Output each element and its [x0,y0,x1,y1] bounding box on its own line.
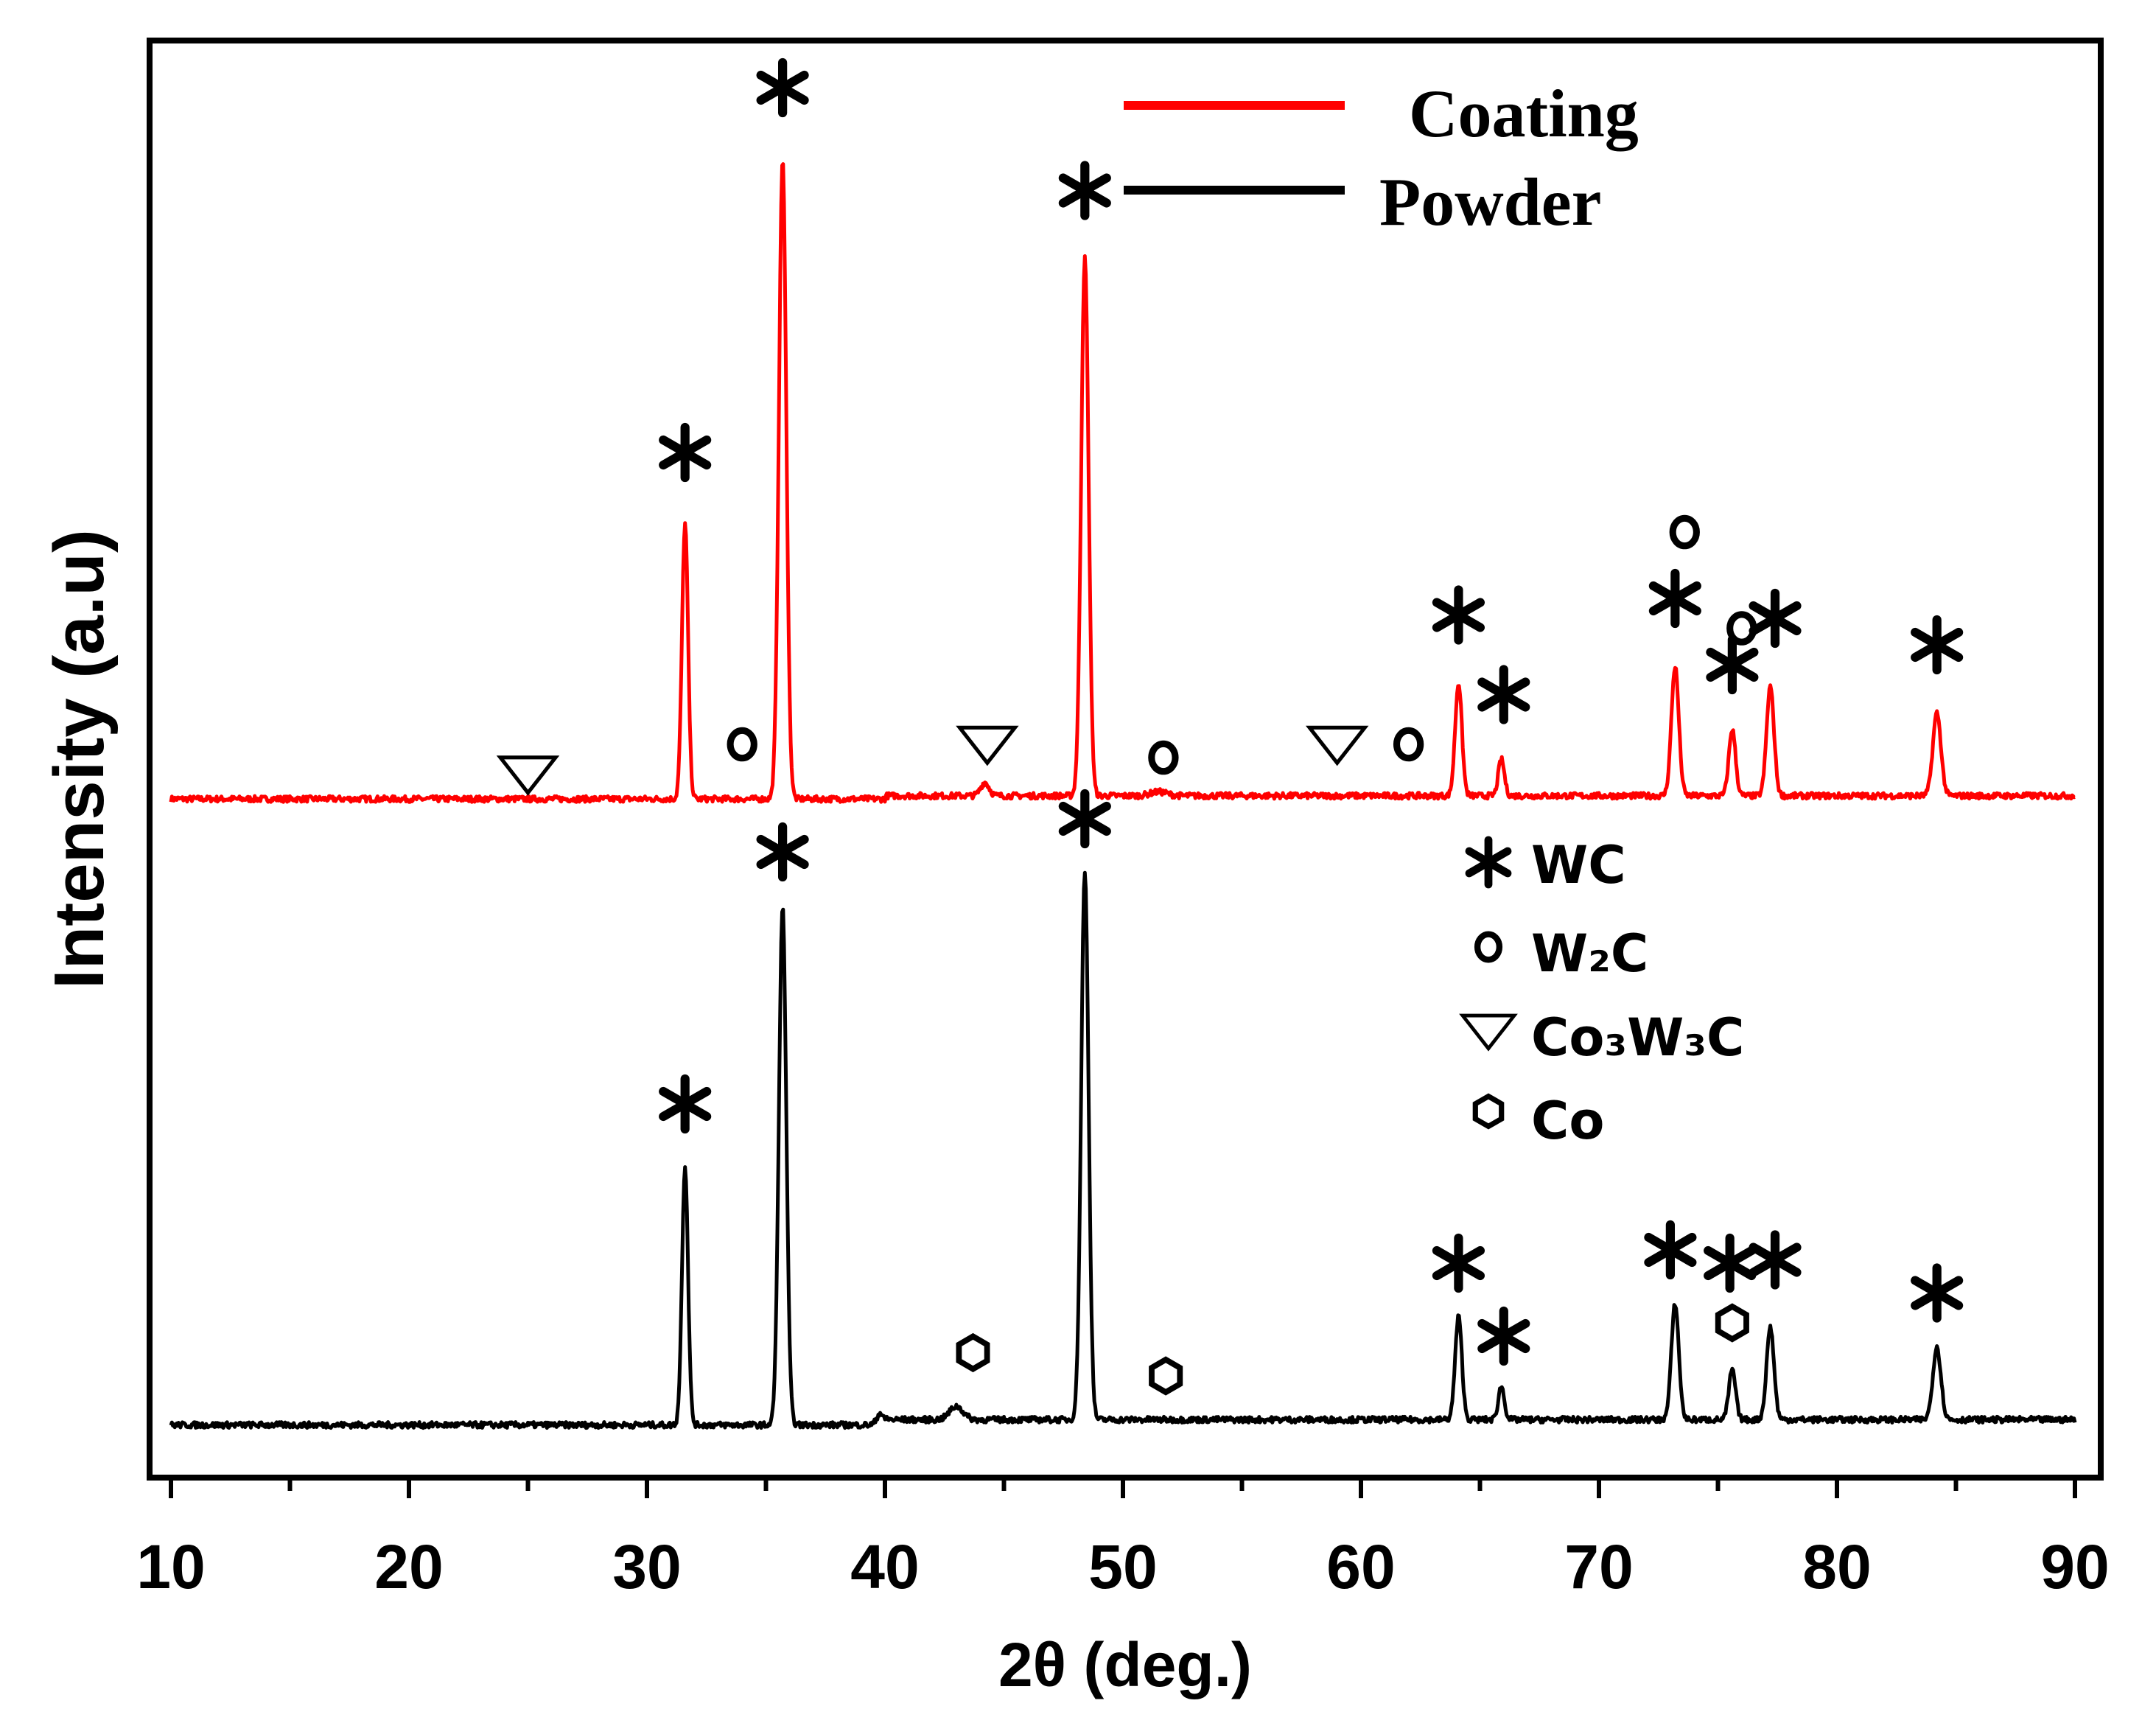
x-tick-label: 50 [1088,1532,1157,1601]
phase-marker-hexagon [956,1332,990,1373]
x-tick-label: 10 [136,1532,205,1601]
phase-legend-symbol-hexagon [1472,1093,1505,1130]
x-tick-label: 80 [1802,1532,1871,1601]
phase-marker-asterisk [1432,1233,1485,1293]
phase-marker-hexagon [1149,1356,1183,1396]
x-tick-label: 40 [850,1532,919,1601]
phase-marker-asterisk [1477,1306,1530,1366]
phase-marker-asterisk [756,822,809,882]
phase-marker-hexagon [1715,1303,1749,1343]
phase-marker-circle-o [727,727,757,762]
phase-marker-asterisk [1749,588,1802,649]
phase-marker-asterisk [1058,789,1111,849]
phase-marker-layer [496,57,1964,1396]
phase-legend-label-wc: WC [1531,835,1626,895]
circle-o-icon [1474,931,1503,963]
phase-legend-symbol-triangle-down [1459,1013,1518,1052]
phase-legend-label-co: Co [1531,1091,1604,1151]
phase-legend-symbol-asterisk [1465,836,1512,889]
phase-marker-asterisk [1911,615,1964,675]
legend-label-coating: Coating [1409,76,1639,151]
phase-marker-asterisk [1644,1220,1697,1280]
phase-marker-circle-o [1393,727,1424,762]
x-tick-label: 90 [2040,1532,2109,1601]
x-tick-label: 20 [374,1532,443,1601]
series-line-coating [169,162,2076,804]
phase-marker-asterisk [1704,1233,1757,1293]
x-tick-label: 70 [1564,1532,1633,1601]
phase-marker-asterisk [659,422,712,483]
plot-frame [147,38,2104,1481]
phase-marker-asterisk [1706,635,1759,695]
phase-marker-circle-o [1669,514,1700,550]
phase-marker-asterisk [1911,1263,1964,1323]
phase-marker-asterisk [1477,665,1530,724]
phase-marker-asterisk [1058,161,1111,220]
phase-marker-triangle-down [496,755,560,796]
phase-legend-label-w2c: W₂C [1531,923,1648,984]
series-line-powder [169,870,2077,1430]
phase-marker-circle-o [1148,740,1179,775]
legend-label-powder: Powder [1379,164,1601,240]
y-axis-title: Intensity (a.u) [40,529,119,989]
phase-legend-label-co3w3c: Co₃W₃C [1531,1007,1744,1068]
triangle-down-icon [1459,1013,1518,1052]
phase-marker-asterisk [1432,585,1485,645]
phase-marker-asterisk [1648,568,1701,629]
x-axis-title: 2θ (deg.) [998,1630,1252,1699]
phase-marker-triangle-down [956,725,1019,766]
phase-legend-symbol-circle-o [1474,931,1503,963]
x-axis: 10 20 30 40 50 60 70 80 90 [136,1478,2110,1601]
series-legend: Coating Powder [1124,76,1639,240]
x-tick-label: 30 [612,1532,681,1601]
asterisk-icon [1465,836,1512,889]
series-layer [169,162,2077,1430]
phase-marker-asterisk [659,1074,712,1134]
phase-marker-circle-o [1726,611,1757,646]
hexagon-icon [1472,1093,1505,1130]
phase-marker-triangle-down [1305,725,1369,766]
phase-marker-asterisk [1749,1230,1802,1290]
x-tick-label: 60 [1326,1532,1395,1601]
phase-legend: WC W₂C Co₃W₃C Co [1459,835,1744,1151]
phase-marker-asterisk [756,57,809,118]
